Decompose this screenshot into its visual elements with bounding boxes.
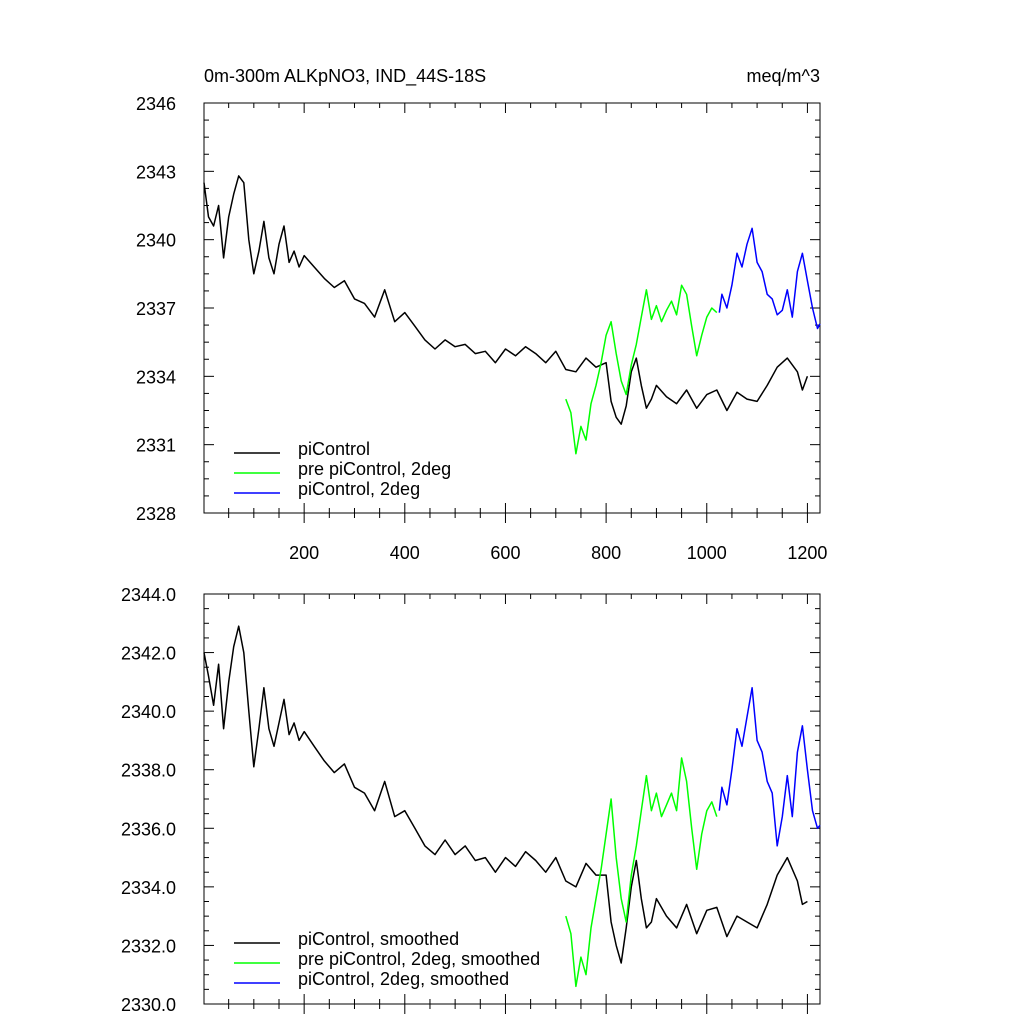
legend-label-2: piControl, 2deg xyxy=(298,479,420,499)
legend-label-1: pre piControl, 2deg, smoothed xyxy=(298,949,540,969)
y-tick-label: 2340 xyxy=(136,231,176,251)
y-tick-label: 2330.0 xyxy=(121,995,176,1015)
y-tick-label: 2328 xyxy=(136,504,176,524)
series-line-0 xyxy=(203,175,809,425)
bottom-axis-ticks xyxy=(204,593,820,1014)
bottom-y-axis-labels: 2330.0 2332.0 2334.0 2336.0 2338.0 2340.0 2342… xyxy=(121,585,176,1015)
series-line-1 xyxy=(565,284,718,455)
top-series-lines xyxy=(203,175,821,455)
y-tick-label: 2340.0 xyxy=(121,702,176,722)
series-line-2 xyxy=(718,686,821,847)
y-tick-label: 2334.0 xyxy=(121,878,176,898)
legend-label-1: pre piControl, 2deg xyxy=(298,459,451,479)
y-tick-label: 2338.0 xyxy=(121,761,176,781)
top-chart-title: 0m-300m ALKpNO3, IND_44S-18S xyxy=(204,66,486,87)
y-tick-label: 2332.0 xyxy=(121,936,176,956)
bottom-series-lines xyxy=(203,625,821,988)
y-tick-label: 2342.0 xyxy=(121,644,176,664)
y-tick-label: 2346 xyxy=(136,94,176,114)
x-tick-label: 200 xyxy=(289,543,319,563)
top-y-axis-labels: 2328 2331 2334 2337 2340 2343 2346 xyxy=(136,94,176,524)
series-line-1 xyxy=(565,757,718,988)
x-tick-label: 400 xyxy=(390,543,420,563)
y-tick-label: 2336.0 xyxy=(121,819,176,839)
top-axis-ticks xyxy=(204,102,820,523)
y-tick-label: 2343 xyxy=(136,162,176,182)
bottom-panel: 2330.0 2332.0 2334.0 2336.0 2338.0 2340.0 2342… xyxy=(121,585,821,1015)
legend-label-2: piControl, 2deg, smoothed xyxy=(298,969,509,989)
series-line-2 xyxy=(718,227,821,330)
legend-label-0: piControl, smoothed xyxy=(298,929,459,949)
y-tick-label: 2334 xyxy=(136,367,176,387)
x-tick-label: 1000 xyxy=(687,543,727,563)
x-tick-label: 1200 xyxy=(787,543,827,563)
legend-label-0: piControl xyxy=(298,439,370,459)
top-panel: 0m-300m ALKpNO3, IND_44S-18S meq/m^3 232… xyxy=(136,66,827,563)
top-chart-units: meq/m^3 xyxy=(747,66,820,86)
series-line-0 xyxy=(203,625,808,964)
top-x-axis-labels: 200 400 600 800 1000 1200 xyxy=(289,543,827,563)
y-tick-label: 2331 xyxy=(136,436,176,456)
y-tick-label: 2344.0 xyxy=(121,585,176,605)
x-tick-label: 600 xyxy=(490,543,520,563)
x-tick-label: 800 xyxy=(591,543,621,563)
y-tick-label: 2337 xyxy=(136,299,176,319)
